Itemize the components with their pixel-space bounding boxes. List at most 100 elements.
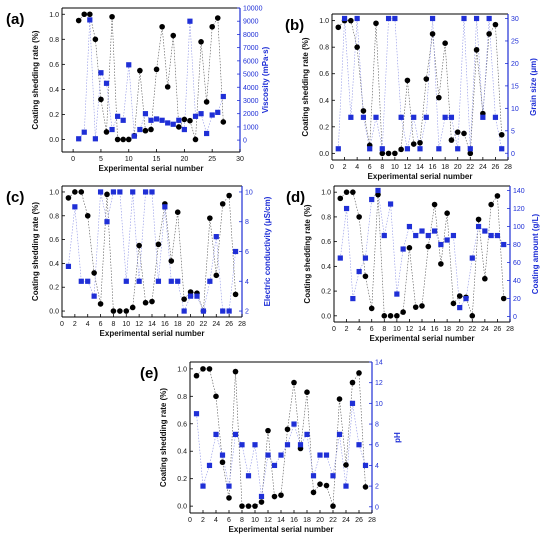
data-point-secondary xyxy=(423,114,429,120)
data-point-secondary xyxy=(193,411,200,417)
data-point-shedding-rate xyxy=(475,216,482,223)
data-point-secondary xyxy=(362,462,369,469)
data-point-secondary xyxy=(444,237,450,243)
x-tick-label: 10 xyxy=(391,164,399,171)
y-right-tick-label: 0 xyxy=(375,504,379,511)
y-left-tick-label: 0.0 xyxy=(49,137,59,144)
data-point-secondary xyxy=(226,308,232,314)
series-line-right xyxy=(68,191,236,312)
data-point-secondary xyxy=(78,278,84,284)
x-tick-label: 28 xyxy=(506,326,514,333)
data-point-shedding-rate xyxy=(304,389,310,396)
y-right-tick-label: 20 xyxy=(513,296,521,303)
data-point-shedding-rate xyxy=(410,141,417,147)
data-point-secondary xyxy=(494,232,501,239)
y-right-tick-label: 80 xyxy=(513,242,521,249)
y-left-tick-label: 0.6 xyxy=(49,237,59,244)
data-point-shedding-rate xyxy=(348,17,354,24)
data-point-shedding-rate xyxy=(213,272,220,279)
data-point-secondary xyxy=(482,228,488,234)
y-left-tick-label: 0.8 xyxy=(49,213,59,220)
data-point-shedding-rate xyxy=(97,301,104,307)
data-point-secondary xyxy=(457,304,463,311)
data-point-shedding-rate xyxy=(387,313,394,319)
x-tick-label: 24 xyxy=(479,164,487,171)
data-point-secondary xyxy=(411,114,417,120)
y-right-tick-label: 10 xyxy=(375,401,383,408)
y-right-tick-label: 10000 xyxy=(243,6,263,13)
data-point-secondary xyxy=(213,234,219,240)
y-left-tick-label: 0.2 xyxy=(49,112,59,119)
data-point-shedding-rate xyxy=(404,77,411,84)
data-point-secondary xyxy=(469,255,475,261)
data-point-shedding-rate xyxy=(117,308,123,314)
data-point-shedding-rate xyxy=(104,191,110,198)
data-point-shedding-rate xyxy=(394,313,400,319)
data-point-secondary xyxy=(350,295,356,302)
data-point-shedding-rate xyxy=(291,379,297,386)
data-point-secondary xyxy=(215,109,221,115)
data-point-secondary xyxy=(348,114,354,120)
series-line-left xyxy=(68,191,236,312)
y-right-tick-label: 8 xyxy=(245,219,249,226)
y-left-tick-label: 1.0 xyxy=(49,189,59,196)
data-point-shedding-rate xyxy=(500,295,507,302)
x-tick-label: 12 xyxy=(135,321,143,328)
data-point-shedding-rate xyxy=(232,368,239,375)
y-right-tick-label: 10 xyxy=(245,189,253,196)
data-point-secondary xyxy=(187,18,193,24)
y-right-tick-label: 10 xyxy=(511,106,519,113)
x-tick-label: 18 xyxy=(303,517,311,524)
data-point-secondary xyxy=(142,111,149,117)
data-point-secondary xyxy=(450,232,457,239)
data-point-secondary xyxy=(475,223,482,230)
data-point-shedding-rate xyxy=(271,493,278,500)
y-right-tick-label: 100 xyxy=(513,224,525,231)
data-point-secondary xyxy=(387,201,394,207)
y-right-tick-label: 6000 xyxy=(243,58,259,65)
data-point-shedding-rate xyxy=(335,24,342,31)
data-point-secondary xyxy=(159,117,165,123)
y-right-tick-label: 7000 xyxy=(243,45,259,52)
data-point-secondary xyxy=(110,189,117,195)
x-tick-label: 0 xyxy=(332,326,336,333)
data-point-secondary xyxy=(130,189,136,195)
data-point-secondary xyxy=(200,483,206,489)
data-point-secondary xyxy=(103,80,110,86)
data-point-secondary xyxy=(98,70,104,76)
y-left-axis-title: Coating shedding rate (%) xyxy=(31,30,40,129)
data-point-secondary xyxy=(310,473,317,479)
data-point-shedding-rate xyxy=(456,293,463,299)
y-right-tick-label: 1000 xyxy=(243,124,259,131)
data-point-secondary xyxy=(360,114,367,120)
data-point-shedding-rate xyxy=(375,191,381,198)
data-point-shedding-rate xyxy=(120,136,126,143)
data-point-shedding-rate xyxy=(84,212,91,219)
data-point-shedding-rate xyxy=(213,393,219,400)
data-point-secondary xyxy=(120,117,126,123)
data-point-secondary xyxy=(336,431,343,437)
y-right-axis-title: Coating amount (g/L) xyxy=(531,213,540,294)
data-point-shedding-rate xyxy=(226,495,232,501)
x-tick-label: 14 xyxy=(277,517,285,524)
data-point-shedding-rate xyxy=(206,366,213,372)
x-tick-label: 5 xyxy=(99,156,103,163)
y-left-tick-label: 0.0 xyxy=(321,313,331,320)
y-left-tick-label: 0.2 xyxy=(177,476,187,483)
x-tick-label: 2 xyxy=(345,326,349,333)
data-point-shedding-rate xyxy=(417,139,423,146)
data-point-shedding-rate xyxy=(226,192,232,199)
data-point-shedding-rate xyxy=(323,482,330,489)
data-point-secondary xyxy=(213,431,219,437)
data-point-shedding-rate xyxy=(252,503,258,509)
data-point-secondary xyxy=(192,113,199,119)
data-point-shedding-rate xyxy=(425,243,432,250)
data-point-secondary xyxy=(232,248,239,255)
x-tick-label: 20 xyxy=(316,517,324,524)
data-point-secondary xyxy=(486,15,492,22)
data-point-secondary xyxy=(265,452,271,458)
data-point-shedding-rate xyxy=(164,84,171,90)
data-point-shedding-rate xyxy=(239,503,245,509)
data-point-shedding-rate xyxy=(142,127,149,134)
